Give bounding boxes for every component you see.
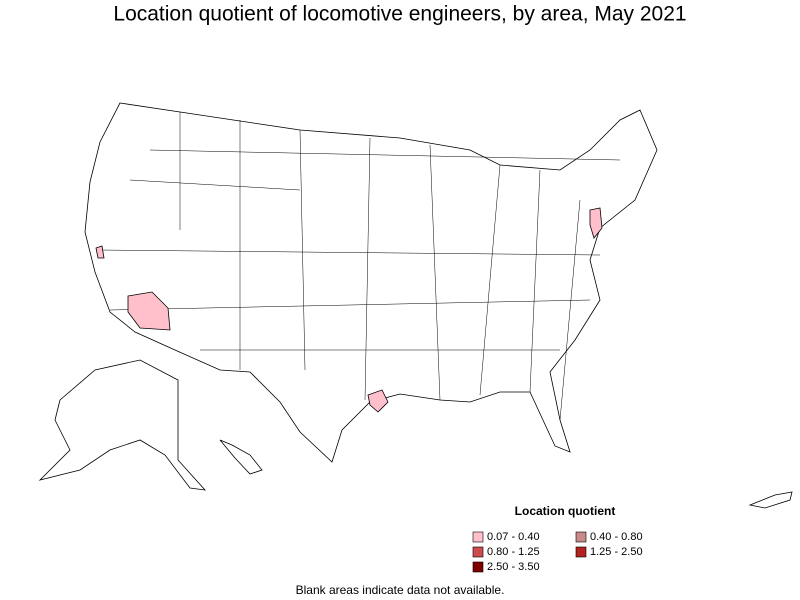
mainland [84, 102, 658, 463]
legend: Location quotient 0.07 - 0.40 0.40 - 0.80… [472, 504, 643, 573]
legend-swatch [472, 546, 484, 558]
legend-label: 0.80 - 1.25 [487, 546, 540, 558]
legend-label: 2.50 - 3.50 [487, 561, 540, 573]
legend-swatch [575, 546, 587, 558]
legend-swatch [575, 531, 587, 543]
map [38, 102, 793, 509]
alaska [38, 359, 207, 491]
legend-swatch [472, 531, 484, 543]
legend-label: 0.07 - 0.40 [487, 531, 540, 543]
footnote: Blank areas indicate data not available. [296, 583, 505, 597]
highlight-area [589, 207, 603, 239]
legend-label: 1.25 - 2.50 [590, 546, 643, 558]
legend-label: 0.40 - 0.80 [590, 531, 643, 543]
legend-title: Location quotient [515, 504, 616, 518]
highlight-area [367, 389, 389, 413]
highlight-area [127, 291, 171, 331]
area-borders [99, 112, 621, 421]
hawaii [219, 439, 263, 475]
highlight-area [95, 245, 105, 259]
islands [748, 491, 793, 509]
map-title: Location quotient of locomotive engineer… [113, 3, 686, 26]
legend-swatch [472, 561, 484, 573]
